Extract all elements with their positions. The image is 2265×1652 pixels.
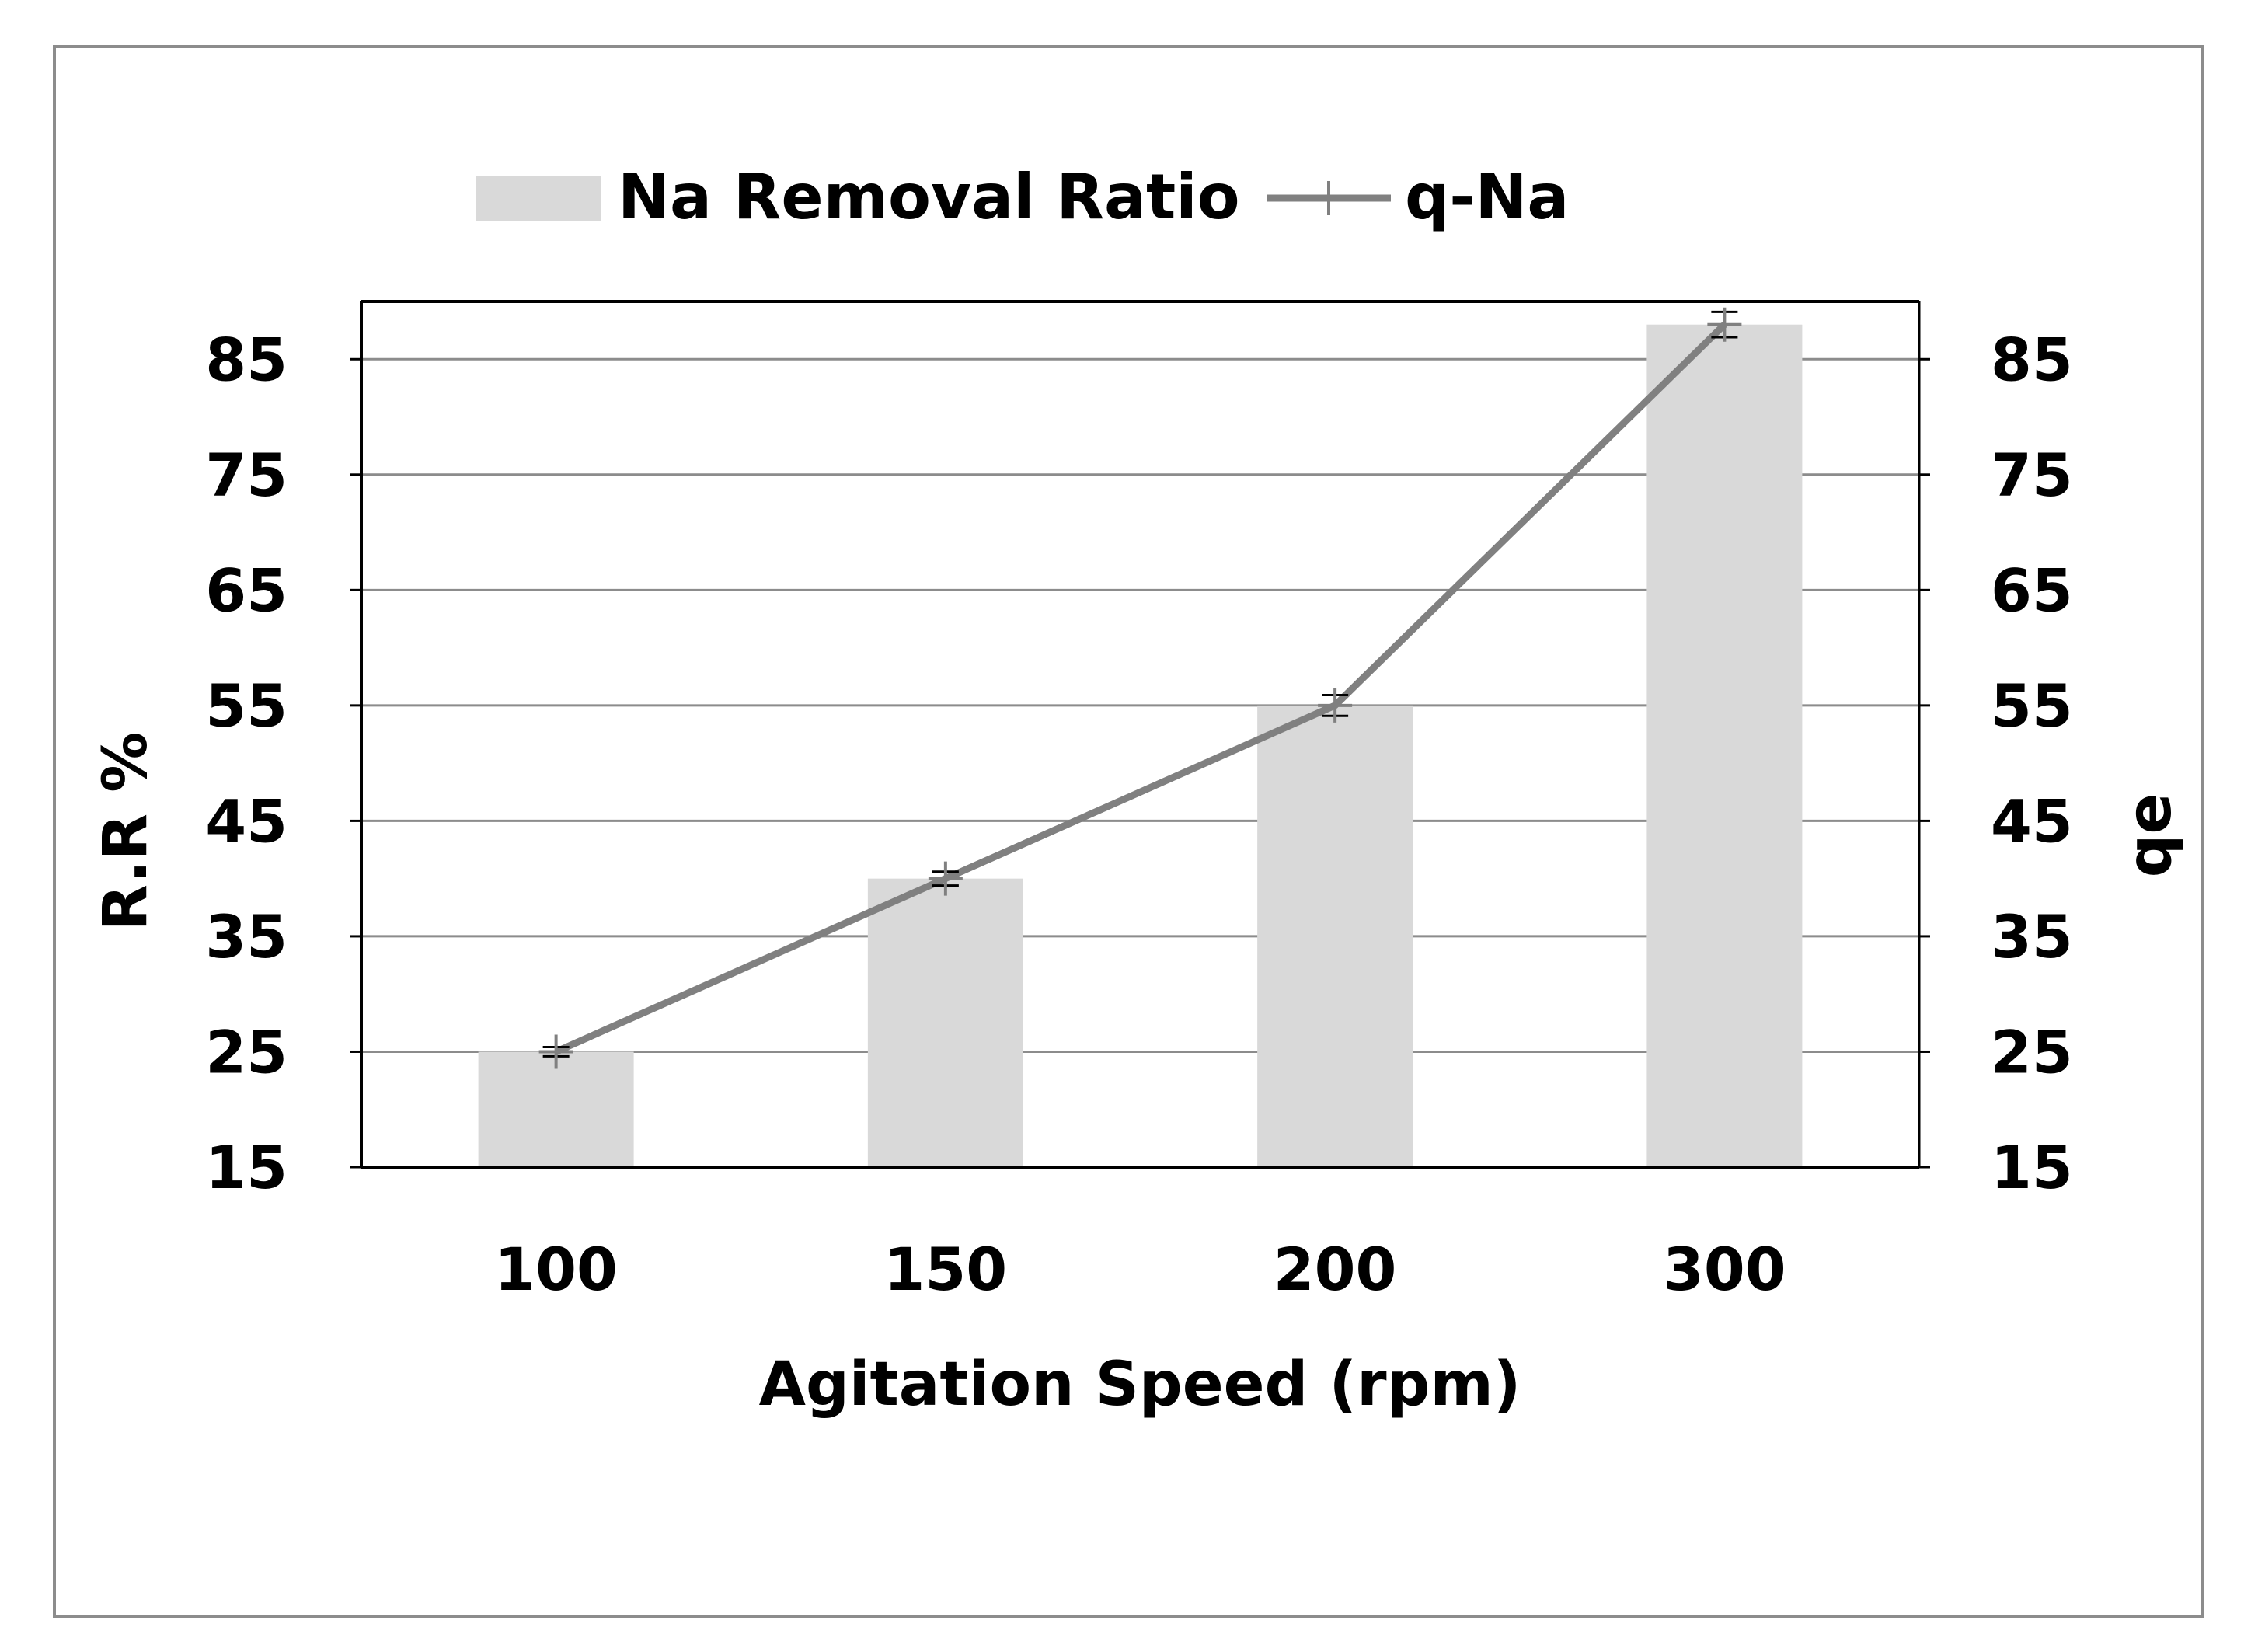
left-tick-label-25: 25 [205,1017,287,1086]
legend-swatch-na-removal-ratio [476,176,601,221]
left-tick-label-45: 45 [205,786,287,856]
bar-200 [1257,705,1413,1167]
legend-label-na-removal-ratio: Na Removal Ratio [618,161,1240,233]
right-tick-label-75: 75 [1991,441,2073,510]
right-tick-label-25: 25 [1991,1017,2073,1086]
left-tick-label-85: 85 [205,325,287,394]
axes [350,300,1930,1169]
bar-300 [1646,324,1803,1167]
left-tick-label-75: 75 [205,441,287,510]
right-tick-label-35: 35 [1991,902,2073,971]
x-axis-title: Agitation Speed (rpm) [759,1350,1521,1420]
left-tick-labels: 15 25 35 45 55 65 75 85 [205,325,287,1202]
y2-axis-title: qe [2115,793,2185,878]
q-na-series [538,307,1742,1069]
bar-150 [867,878,1023,1167]
left-tick-label-55: 55 [205,671,287,741]
left-tick-label-15: 15 [205,1133,287,1202]
legend-label-q-na: q-Na [1405,161,1569,233]
bars [478,324,1803,1167]
right-tick-label-15: 15 [1991,1133,2073,1202]
x-tick-label-100: 100 [494,1235,618,1304]
x-tick-labels: 100 150 200 300 [494,1235,1786,1304]
q-na-line [554,322,1727,1055]
x-tick-label-300: 300 [1663,1235,1786,1304]
right-tick-label-55: 55 [1991,671,2073,741]
right-tick-label-45: 45 [1991,786,2073,856]
right-tick-label-85: 85 [1991,325,2073,394]
right-tick-label-65: 65 [1991,556,2073,625]
left-tick-label-35: 35 [205,902,287,971]
x-tick-label-150: 150 [884,1235,1008,1304]
x-tick-label-200: 200 [1274,1235,1397,1304]
left-tick-label-65: 65 [205,556,287,625]
legend: Na Removal Ratio q-Na [476,161,1569,233]
y-axis-title: R.R % [91,732,161,932]
bar-100 [478,1051,634,1167]
right-tick-labels: 15 25 35 45 55 65 75 85 [1991,325,2073,1202]
chart-frame [53,45,2204,1618]
